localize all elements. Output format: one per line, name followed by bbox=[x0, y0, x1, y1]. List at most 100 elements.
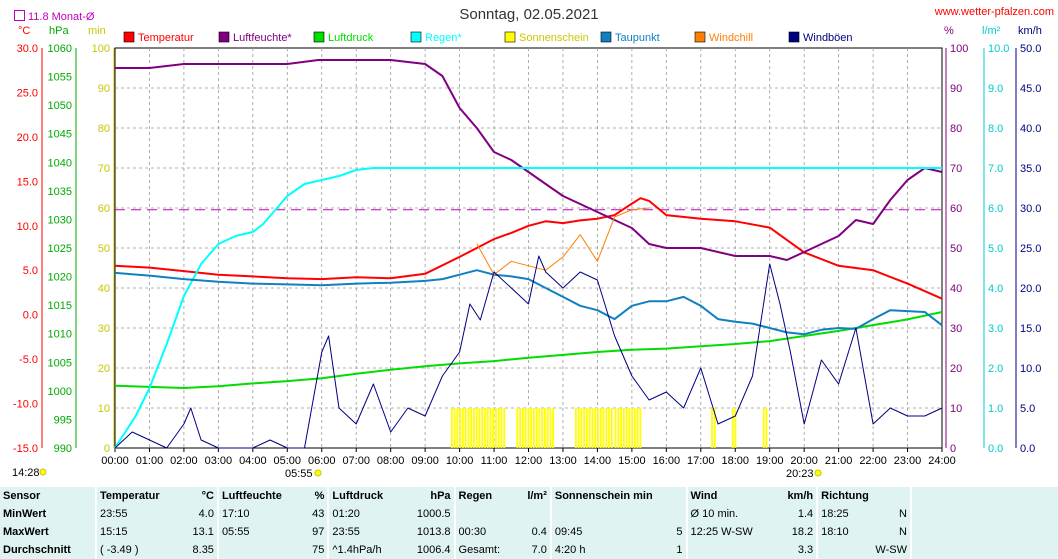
x-tick-label: 15:00 bbox=[618, 455, 646, 467]
cell: Gesamt: bbox=[453, 541, 517, 559]
series-line-taupunkt bbox=[114, 269, 943, 336]
pressure-unit: hPa bbox=[49, 25, 69, 37]
sunshine-bar bbox=[486, 408, 489, 448]
pressure-tick-label: 990 bbox=[54, 443, 72, 455]
series-line-regen bbox=[114, 167, 942, 449]
temp-tick-label: 25.0 bbox=[17, 87, 38, 99]
wind-tick-label: 30.0 bbox=[1020, 203, 1041, 215]
sunshine-bar bbox=[535, 408, 538, 448]
spacer-cell bbox=[910, 505, 1058, 523]
x-tick-label: 22:00 bbox=[859, 455, 887, 467]
sunshine-bar bbox=[527, 408, 530, 448]
sunshine-bar bbox=[467, 408, 470, 448]
series-line-luftdruck bbox=[114, 311, 943, 389]
stats-row-min: MinWert 23:55 4.0 17:10 43 01:20 1000.5 … bbox=[0, 505, 1058, 523]
temp-tick-label: -5.0 bbox=[19, 354, 38, 366]
x-tick-label: 17:00 bbox=[687, 455, 715, 467]
stats-header-row: Sensor Temperatur °C Luftfeuchte % Luftd… bbox=[0, 487, 1058, 505]
cell: ( -3.49 ) bbox=[94, 541, 182, 559]
cell bbox=[549, 505, 652, 523]
humidity-tick-label: 100 bbox=[950, 43, 968, 55]
cell: 05:55 bbox=[216, 523, 304, 541]
rain-tick-label: 5.0 bbox=[988, 243, 1003, 255]
sunshine-bar bbox=[450, 408, 453, 448]
sunshine-bar bbox=[549, 408, 552, 448]
sunshine-bar bbox=[500, 408, 503, 448]
sunshine-bar bbox=[484, 408, 486, 448]
site-link[interactable]: www.wetter-pfalzen.com bbox=[934, 6, 1054, 18]
sunshine-bar bbox=[597, 408, 599, 448]
cell: 18:10 bbox=[816, 523, 862, 541]
sun-header: Sonnenschein min bbox=[549, 487, 687, 505]
rain-tick-label: 3.0 bbox=[988, 323, 1003, 335]
row-label: MinWert bbox=[3, 508, 47, 520]
sun-tick-label: 10 bbox=[98, 403, 110, 415]
rain-tick-label: 2.0 bbox=[988, 363, 1003, 375]
x-tick-label: 19:00 bbox=[756, 455, 784, 467]
humidity-tick-label: 20 bbox=[950, 363, 962, 375]
press-unit-cell: hPa bbox=[430, 490, 451, 502]
sunshine-bar bbox=[503, 408, 506, 448]
wind-tick-label: 15.0 bbox=[1020, 323, 1041, 335]
cell: 4:20 h bbox=[549, 541, 652, 559]
sunshine-bar bbox=[594, 408, 597, 448]
sun-unit: min bbox=[88, 25, 106, 37]
x-tick-label: 02:00 bbox=[170, 455, 198, 467]
wind-tick-label: 20.0 bbox=[1020, 283, 1041, 295]
sunshine-bar bbox=[481, 408, 484, 448]
wind-header: Wind bbox=[685, 487, 776, 505]
cell: 15:15 bbox=[94, 523, 182, 541]
monthly-average: 11.8 Monat-Ø bbox=[14, 10, 94, 23]
sunshine-bar bbox=[521, 408, 524, 448]
x-tick-label: 14:00 bbox=[584, 455, 612, 467]
x-tick-label: 18:00 bbox=[721, 455, 749, 467]
pressure-tick-label: 1040 bbox=[48, 157, 72, 169]
sunshine-bar bbox=[577, 408, 580, 448]
stats-row-avg: Durchschnitt ( -3.49 ) 8.35 75 ^1.4hPa/h… bbox=[0, 541, 1058, 559]
series-line-windchill bbox=[476, 207, 650, 276]
rain-header: Regen bbox=[453, 487, 517, 505]
cell: 5 bbox=[676, 526, 683, 538]
cell: 09:45 bbox=[549, 523, 652, 541]
wind-unit: km/h bbox=[1018, 25, 1042, 37]
cell: 00:30 bbox=[453, 523, 517, 541]
pressure-tick-label: 1015 bbox=[48, 300, 72, 312]
cell: 13.1 bbox=[192, 526, 214, 538]
temp-tick-label: 15.0 bbox=[17, 176, 38, 188]
legend-swatch bbox=[313, 31, 325, 43]
wind-tick-label: 10.0 bbox=[1020, 363, 1041, 375]
cell bbox=[517, 505, 551, 523]
sun-tick-label: 80 bbox=[98, 123, 110, 135]
sun-tick-label: 50 bbox=[98, 243, 110, 255]
sunshine-bar bbox=[713, 408, 716, 448]
x-tick-label: 11:00 bbox=[481, 455, 508, 467]
cell bbox=[453, 505, 517, 523]
weather-chart: 00:00 01:00 02:00 03:00 04:00 05:00 06:00 07:00… bbox=[12, 31, 1041, 480]
legend-label: Windböen bbox=[803, 32, 853, 44]
sunshine-bar bbox=[586, 408, 588, 448]
sunshine-bar bbox=[639, 408, 642, 448]
wind-tick-label: 5.0 bbox=[1020, 403, 1035, 415]
row-label: Sensor bbox=[3, 490, 41, 502]
pressure-tick-label: 995 bbox=[54, 414, 72, 426]
sun-tick-label: 100 bbox=[92, 43, 110, 55]
wind-tick-label: 50.0 bbox=[1020, 43, 1041, 55]
cell bbox=[216, 541, 304, 559]
sunshine-bar bbox=[532, 408, 535, 448]
sunshine-bar bbox=[580, 408, 583, 448]
sunshine-bar bbox=[625, 408, 628, 448]
legend-swatch bbox=[218, 31, 230, 43]
sunshine-bar bbox=[544, 408, 546, 448]
temp-unit: °C bbox=[18, 25, 31, 37]
x-tick-label: 09:00 bbox=[411, 455, 439, 467]
sunshine-bar bbox=[731, 408, 734, 448]
cell bbox=[685, 541, 776, 559]
cell: 17:10 bbox=[216, 505, 304, 523]
sun-tick-label: 0 bbox=[104, 443, 110, 455]
cell: 7.0 bbox=[531, 544, 547, 556]
press-header: Luftdruck bbox=[327, 487, 403, 505]
temp-tick-label: 5.0 bbox=[23, 265, 38, 277]
legend-swatch bbox=[504, 31, 516, 43]
cell: 12:25 W-SW bbox=[685, 523, 776, 541]
monthly-average-label: 11.8 Monat-Ø bbox=[28, 11, 95, 23]
